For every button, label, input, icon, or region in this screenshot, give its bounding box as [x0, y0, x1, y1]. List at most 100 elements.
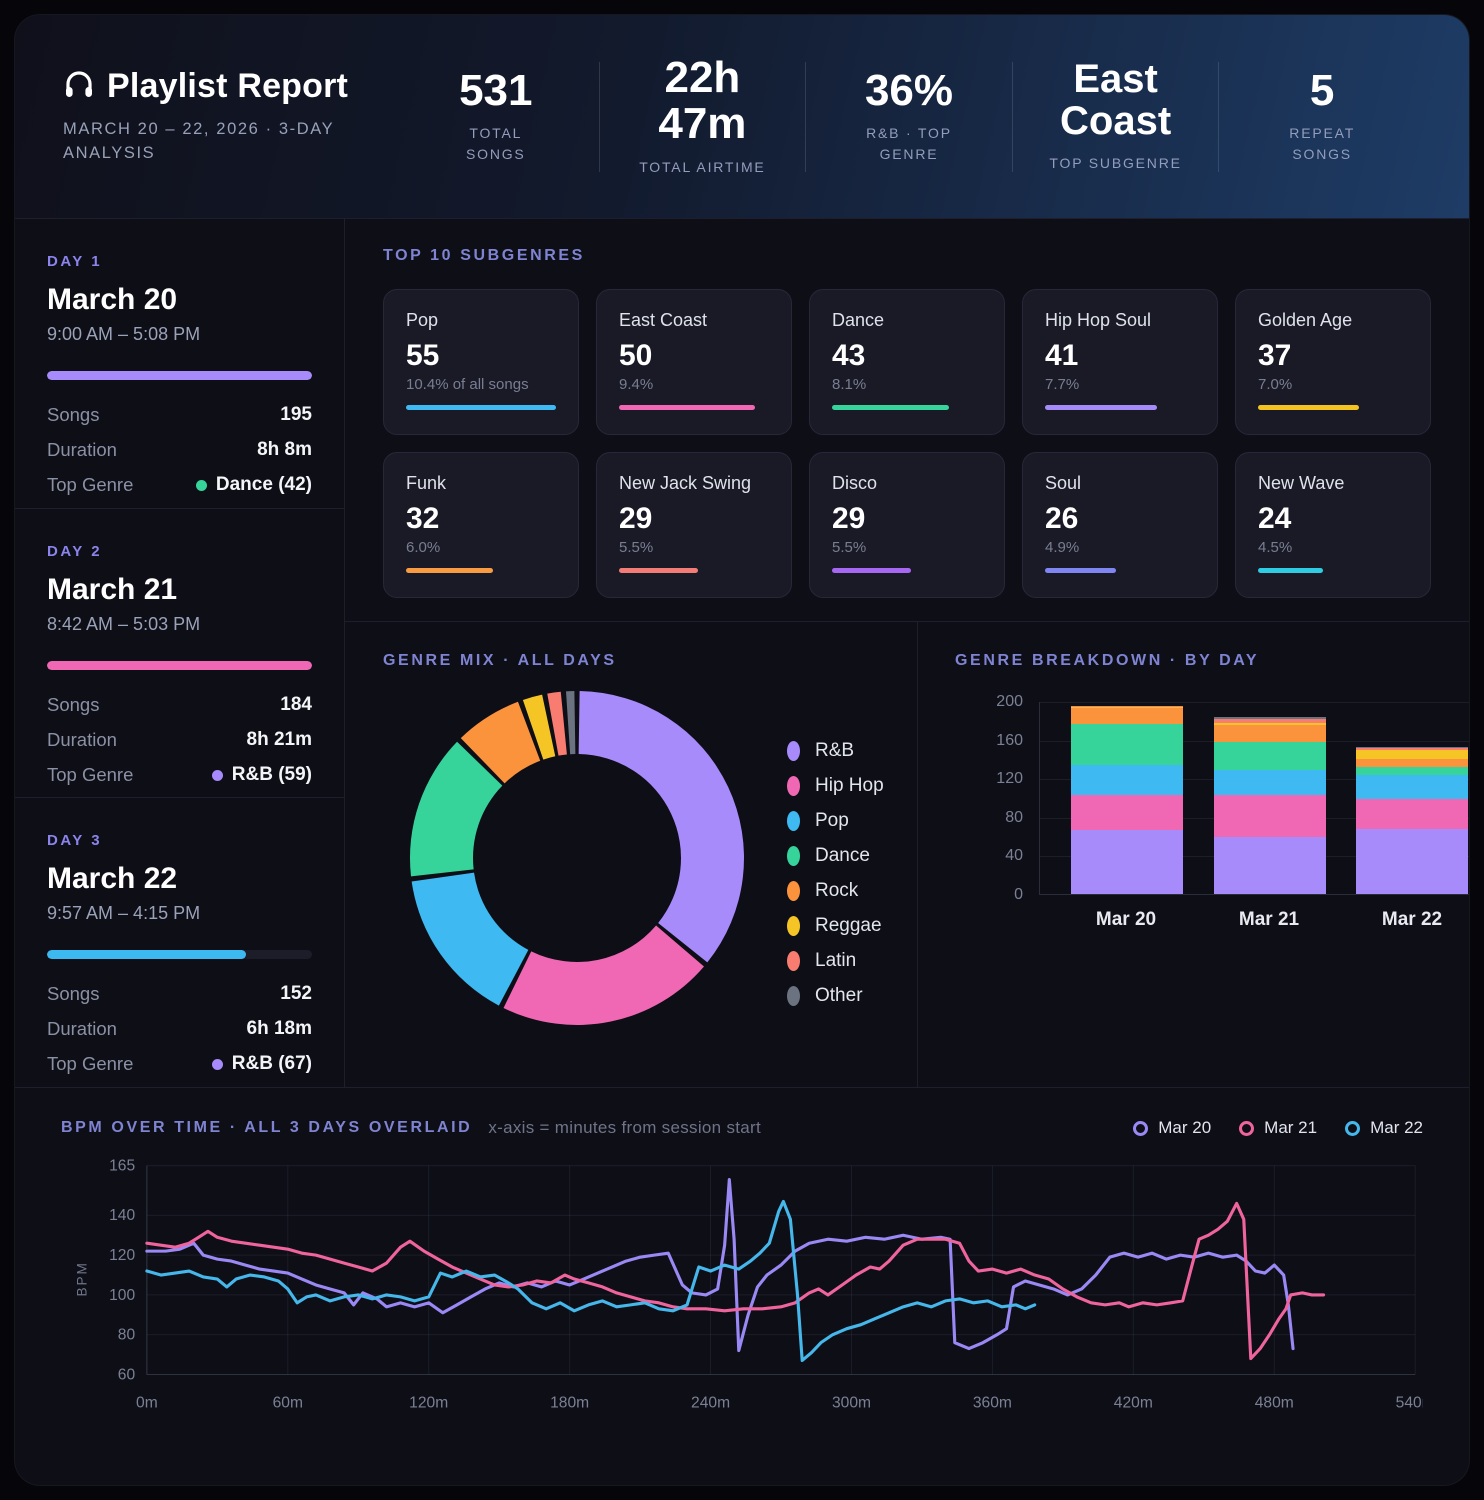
day-time-range: 9:00 AM – 5:08 PM: [47, 324, 201, 344]
subgenre-count: 29: [832, 502, 866, 535]
subgenre-count: 37: [1258, 339, 1292, 372]
subgenre-percent: 10.4% of all songs: [406, 376, 529, 393]
subgenre-bar: [1045, 568, 1116, 573]
subgenre-count: 43: [832, 339, 866, 372]
day-stat-label: Duration: [47, 1018, 117, 1039]
subgenre-name: New Wave: [1258, 473, 1345, 493]
x-axis-tick: 420m: [1114, 1395, 1153, 1412]
x-axis-label: Mar 20: [1095, 909, 1157, 930]
header-stat: East Coast TOP SUBGENRE: [1011, 59, 1219, 172]
subgenre-name: New Jack Swing: [619, 473, 752, 493]
subgenre-bar: [832, 405, 950, 410]
day-stat-value: 8h 8m: [257, 439, 312, 460]
legend-color-dot: [787, 916, 800, 936]
stat-value: 36%: [864, 65, 954, 115]
stacked-bar-mar-21: [1213, 716, 1326, 894]
subgenre-card: Pop 55 10.4% of all songs: [383, 289, 579, 435]
legend-item: Reggae: [787, 915, 884, 937]
subgenre-card: New Jack Swing 29 5.5%: [596, 452, 792, 598]
legend-label: Latin: [815, 950, 857, 971]
bpm-title: BPM OVER TIME · ALL 3 DAYS OVERLAID: [61, 1119, 473, 1136]
bpm-line-mar-20: [145, 1178, 1295, 1353]
subgenres-title: TOP 10 SUBGENRES: [383, 247, 585, 264]
stat-label: TOP SUBGENRE: [1049, 154, 1182, 171]
report-subtitle: MARCH 20 – 22, 2026 · 3-DAY ANALYSIS: [63, 120, 334, 162]
subgenre-card: Golden Age 37 7.0%: [1235, 289, 1431, 435]
genre-mix-legend: R&B Hip Hop Pop Dance Rock Reggae Latin Other: [787, 740, 884, 1007]
day-stat-label: Songs: [47, 983, 100, 1004]
legend-ring: [1345, 1120, 1361, 1136]
subgenre-bar: [406, 568, 494, 573]
subgenre-card: Disco 29 5.5%: [809, 452, 1005, 598]
brand: Playlist Report MARCH 20 – 22, 2026 · 3-…: [63, 67, 393, 166]
day-stat-value: Dance (42): [195, 474, 312, 496]
bpm-legend-item: Mar 22: [1345, 1118, 1423, 1138]
x-axis-tick: 360m: [973, 1395, 1012, 1412]
x-axis-tick: 60m: [273, 1395, 303, 1412]
legend-item: Hip Hop: [787, 775, 884, 797]
day-stat-row: Top Genre R&B (67): [47, 1053, 312, 1075]
day-stat-row: Top Genre R&B (59): [47, 764, 312, 786]
legend-ring: [1133, 1120, 1149, 1136]
day-kicker: DAY 3: [47, 832, 103, 849]
header-stat: 22h 47m TOTAL AIRTIME: [598, 55, 806, 175]
x-axis-tick: 180m: [550, 1395, 589, 1412]
bar-segment-other: [1356, 747, 1469, 749]
stat-label: TOTAL AIRTIME: [639, 158, 766, 175]
legend-color-dot: [787, 881, 800, 901]
legend-label: R&B: [815, 740, 855, 761]
legend-color-dot: [787, 986, 800, 1006]
stat-value: 5: [1309, 65, 1335, 115]
bar-segment-dance: [1070, 724, 1183, 765]
genre-breakdown-section: GENRE BREAKDOWN · BY DAY 0 40 80 120 160 200 M…: [918, 622, 1469, 1087]
day-summary-sidebar: DAY 1 March 20 9:00 AM – 5:08 PM Songs 195 Du…: [15, 219, 345, 1087]
donut-slice-latin: [547, 691, 567, 756]
donut-slice-other: [565, 691, 576, 755]
day-stat-label: Top Genre: [47, 1053, 134, 1074]
legend-color-dot: [787, 846, 800, 866]
day-progress-bar: [47, 371, 312, 380]
donut-slice-dance: [410, 741, 503, 877]
bar-segment-reggae: [1356, 750, 1469, 759]
bar-segment-rock: [1356, 758, 1469, 767]
day-stat-value: 195: [280, 404, 312, 425]
subgenre-count: 32: [406, 502, 440, 535]
subgenre-bar: [832, 568, 912, 573]
subgenre-name: East Coast: [619, 310, 708, 330]
bpm-legend-label: Mar 22: [1370, 1118, 1423, 1137]
day-stat-row: Songs 152: [47, 983, 312, 1005]
bar-segment-r-b: [1070, 830, 1183, 894]
x-axis-tick: 300m: [832, 1395, 871, 1412]
bpm-legend-item: Mar 21: [1239, 1118, 1317, 1138]
bar-segment-rock: [1213, 725, 1326, 742]
bar-segment-dance: [1356, 766, 1469, 776]
day-panel-3: DAY 3 March 22 9:57 AM – 4:15 PM Songs 152 Du…: [15, 797, 344, 1086]
subgenre-percent: 5.5%: [619, 539, 654, 556]
subgenre-name: Disco: [832, 473, 878, 493]
header-stats: 531 TOTAL SONGS 22h 47m TOTAL AIRTIME 36% R&B…: [393, 15, 1425, 218]
subgenre-percent: 7.7%: [1045, 376, 1080, 393]
bar-segment-latin: [1356, 748, 1469, 751]
bar-segment-latin: [1213, 719, 1326, 724]
subgenre-card: East Coast 50 9.4%: [596, 289, 792, 435]
subgenre-count: 50: [619, 339, 653, 372]
y-axis-tick: 200: [996, 693, 1023, 710]
day-panel-2: DAY 2 March 21 8:42 AM – 5:03 PM Songs 184 Du…: [15, 508, 344, 797]
legend-ring: [1239, 1120, 1255, 1136]
subgenre-count: 29: [619, 502, 653, 535]
day-stat-value: R&B (59): [211, 764, 312, 786]
subgenre-bar: [1258, 568, 1324, 573]
y-axis-tick: 140: [109, 1207, 135, 1224]
day-stat-label: Duration: [47, 729, 117, 750]
charts-row: GENRE MIX · ALL DAYS R&B Hip Hop Pop Dance R…: [345, 621, 1469, 1087]
day-stat-row: Duration 6h 18m: [47, 1018, 312, 1040]
y-axis-tick: 40: [1005, 847, 1023, 865]
day-stat-value: 8h 21m: [246, 729, 312, 750]
header-stat: 5 REPEAT SONGS: [1218, 61, 1425, 172]
subgenre-bar: [1045, 405, 1157, 410]
bar-segment-r-b: [1356, 829, 1469, 894]
day-progress-bar: [47, 661, 312, 670]
day-stat-value: 152: [280, 983, 312, 1004]
day-stat-label: Duration: [47, 439, 117, 460]
subgenre-bar: [619, 405, 756, 410]
